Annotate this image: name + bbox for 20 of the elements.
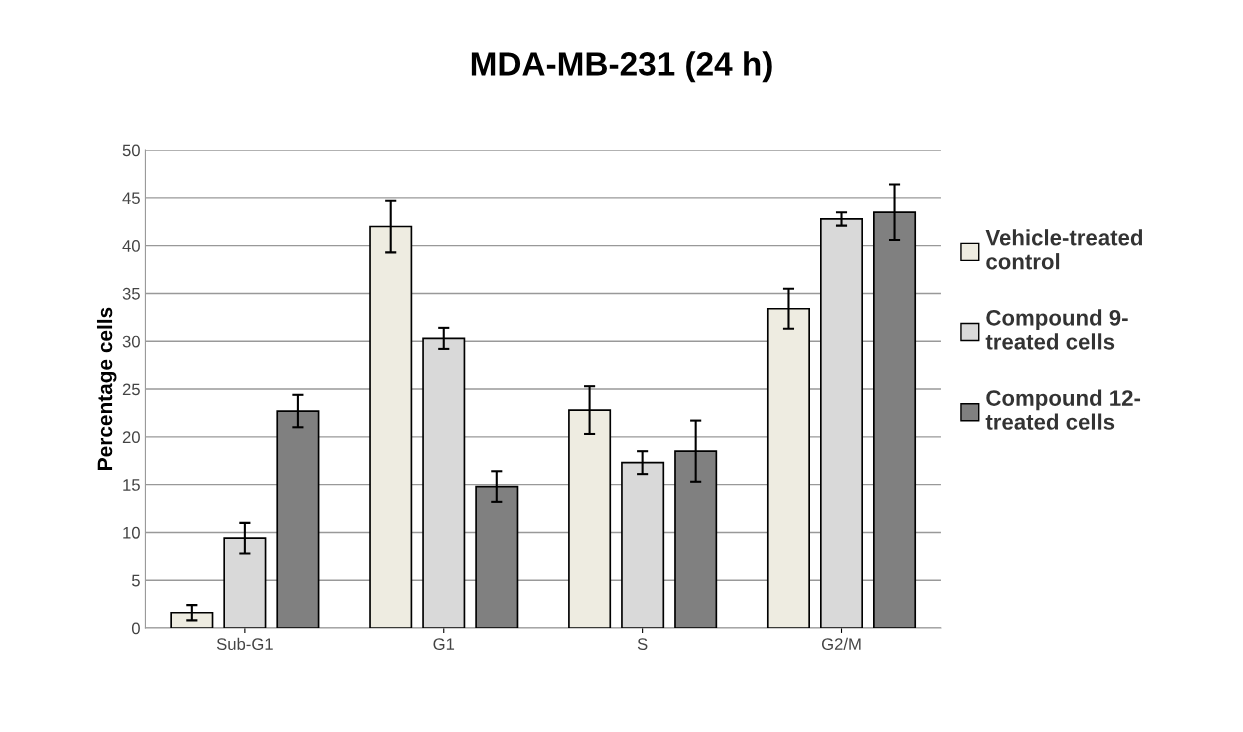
y-tick-label: 25 — [122, 383, 140, 396]
y-tick-label: 40 — [122, 240, 140, 252]
y-axis-title: Percentage cells — [96, 307, 117, 470]
chart-title: MDA-MB-231 (24 h) — [471, 51, 772, 83]
y-tick-label: 45 — [122, 192, 140, 205]
legend-label: Compound 12- treated cells — [985, 389, 1141, 430]
y-tick-label: 15 — [123, 479, 140, 491]
x-tick-label: G1 — [433, 638, 455, 651]
x-tick-label: G2/M — [821, 637, 861, 651]
y-tick-label: 5 — [131, 574, 140, 587]
y-tick-label: 0 — [131, 622, 140, 635]
y-tick-label: 30 — [122, 335, 140, 348]
y-tick-label: 50 — [122, 144, 140, 157]
y-tick-label: 10 — [123, 526, 140, 539]
x-tick-label: S — [637, 638, 648, 651]
legend-label: Compound 9- treated cells — [985, 309, 1128, 350]
legend-label: Vehicle-treated control — [985, 229, 1143, 270]
y-tick-label: 35 — [122, 287, 140, 300]
y-tick-label: 20 — [122, 431, 140, 444]
x-tick-label: Sub-G1 — [216, 637, 273, 651]
